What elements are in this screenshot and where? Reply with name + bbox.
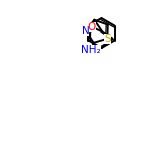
Text: NH₂: NH₂ [81, 45, 101, 56]
Text: N: N [82, 26, 89, 36]
Text: S: S [104, 34, 111, 44]
Text: O: O [87, 22, 96, 32]
